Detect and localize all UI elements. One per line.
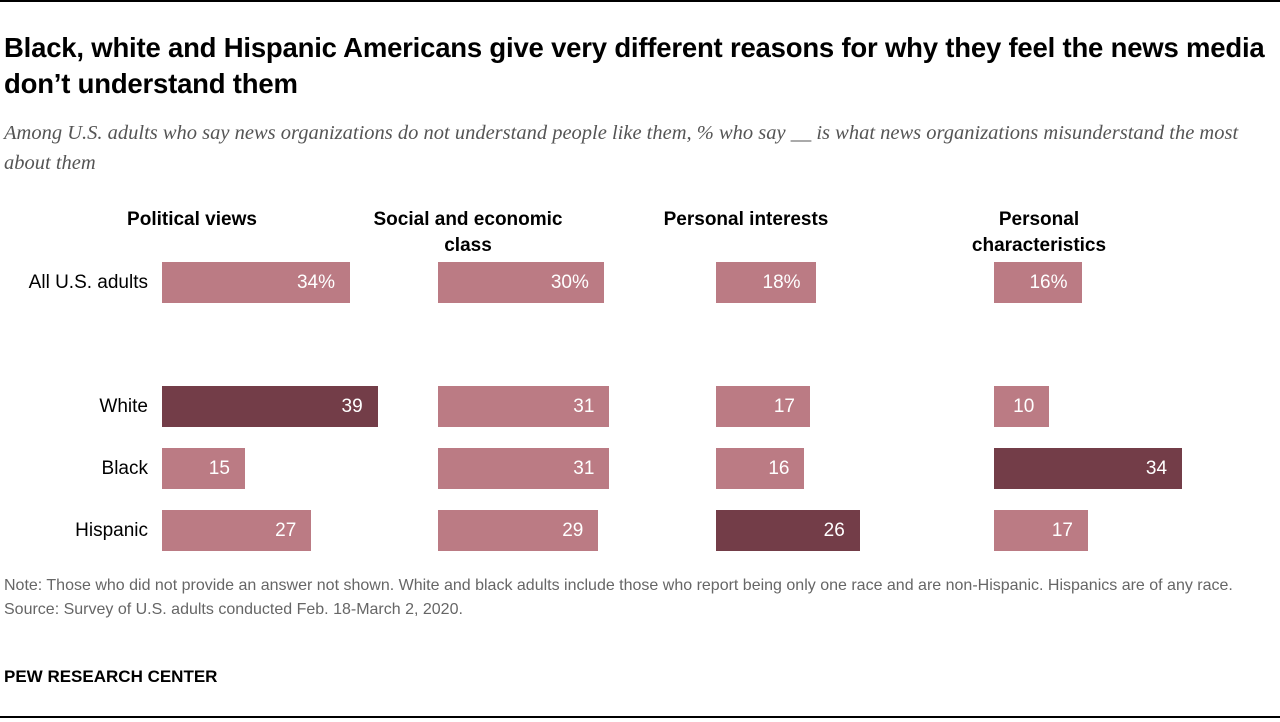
bar	[716, 262, 816, 303]
bar-value-label: 34%	[296, 272, 336, 293]
bar-value-label: 31	[573, 396, 595, 417]
chart-note: Note: Those who did not provide an answe…	[4, 574, 1274, 622]
bottom-rule	[0, 716, 1280, 718]
note-text: Note: Those who did not provide an answe…	[4, 577, 1233, 594]
bar-value-label: 16%	[1029, 272, 1068, 293]
bar-value-label: 18%	[762, 272, 801, 293]
panel-header: Social and economic class	[373, 209, 563, 256]
panel-header: Political views	[127, 209, 257, 230]
bar-value-label: 27	[275, 520, 297, 541]
row-label: Hispanic	[75, 520, 148, 541]
bar-value-label: 30%	[550, 272, 589, 293]
bar-value-label: 16	[768, 458, 790, 479]
bar	[438, 262, 604, 303]
bar	[162, 510, 312, 551]
bar	[716, 386, 810, 427]
bar	[438, 386, 610, 427]
bar-value-label: 10	[1013, 396, 1035, 417]
bar-value-label: 39	[341, 396, 363, 417]
bar-value-label: 17	[773, 396, 795, 417]
bar-value-label: 29	[562, 520, 584, 541]
bar-value-label: 34	[1145, 458, 1168, 479]
bar	[994, 386, 1050, 427]
bar	[438, 510, 599, 551]
bar-value-label: 15	[208, 458, 230, 479]
chart-subtitle: Among U.S. adults who say news organizat…	[4, 122, 1239, 174]
bar	[162, 386, 378, 427]
bar-value-label: 17	[1051, 520, 1073, 541]
panel-header: Personal interests	[663, 209, 829, 230]
bar	[994, 510, 1088, 551]
bar	[994, 448, 1183, 489]
bar	[162, 448, 245, 489]
bar	[162, 262, 351, 303]
bar-value-label: 26	[823, 520, 845, 541]
bar	[994, 262, 1083, 303]
bar	[716, 510, 860, 551]
bar	[716, 448, 805, 489]
top-rule	[0, 0, 1280, 2]
row-label: All U.S. adults	[28, 272, 148, 293]
source-text: Source: Survey of U.S. adults conducted …	[4, 601, 463, 618]
chart-title: Black, white and Hispanic Americans give…	[4, 32, 1265, 99]
brand-logo-text: PEW RESEARCH CENTER	[4, 667, 218, 686]
row-label: Black	[101, 458, 148, 479]
bar	[438, 448, 610, 489]
row-label: White	[99, 396, 148, 417]
bar-value-label: 31	[573, 458, 595, 479]
panel-header: Personal characteristics	[971, 209, 1107, 256]
